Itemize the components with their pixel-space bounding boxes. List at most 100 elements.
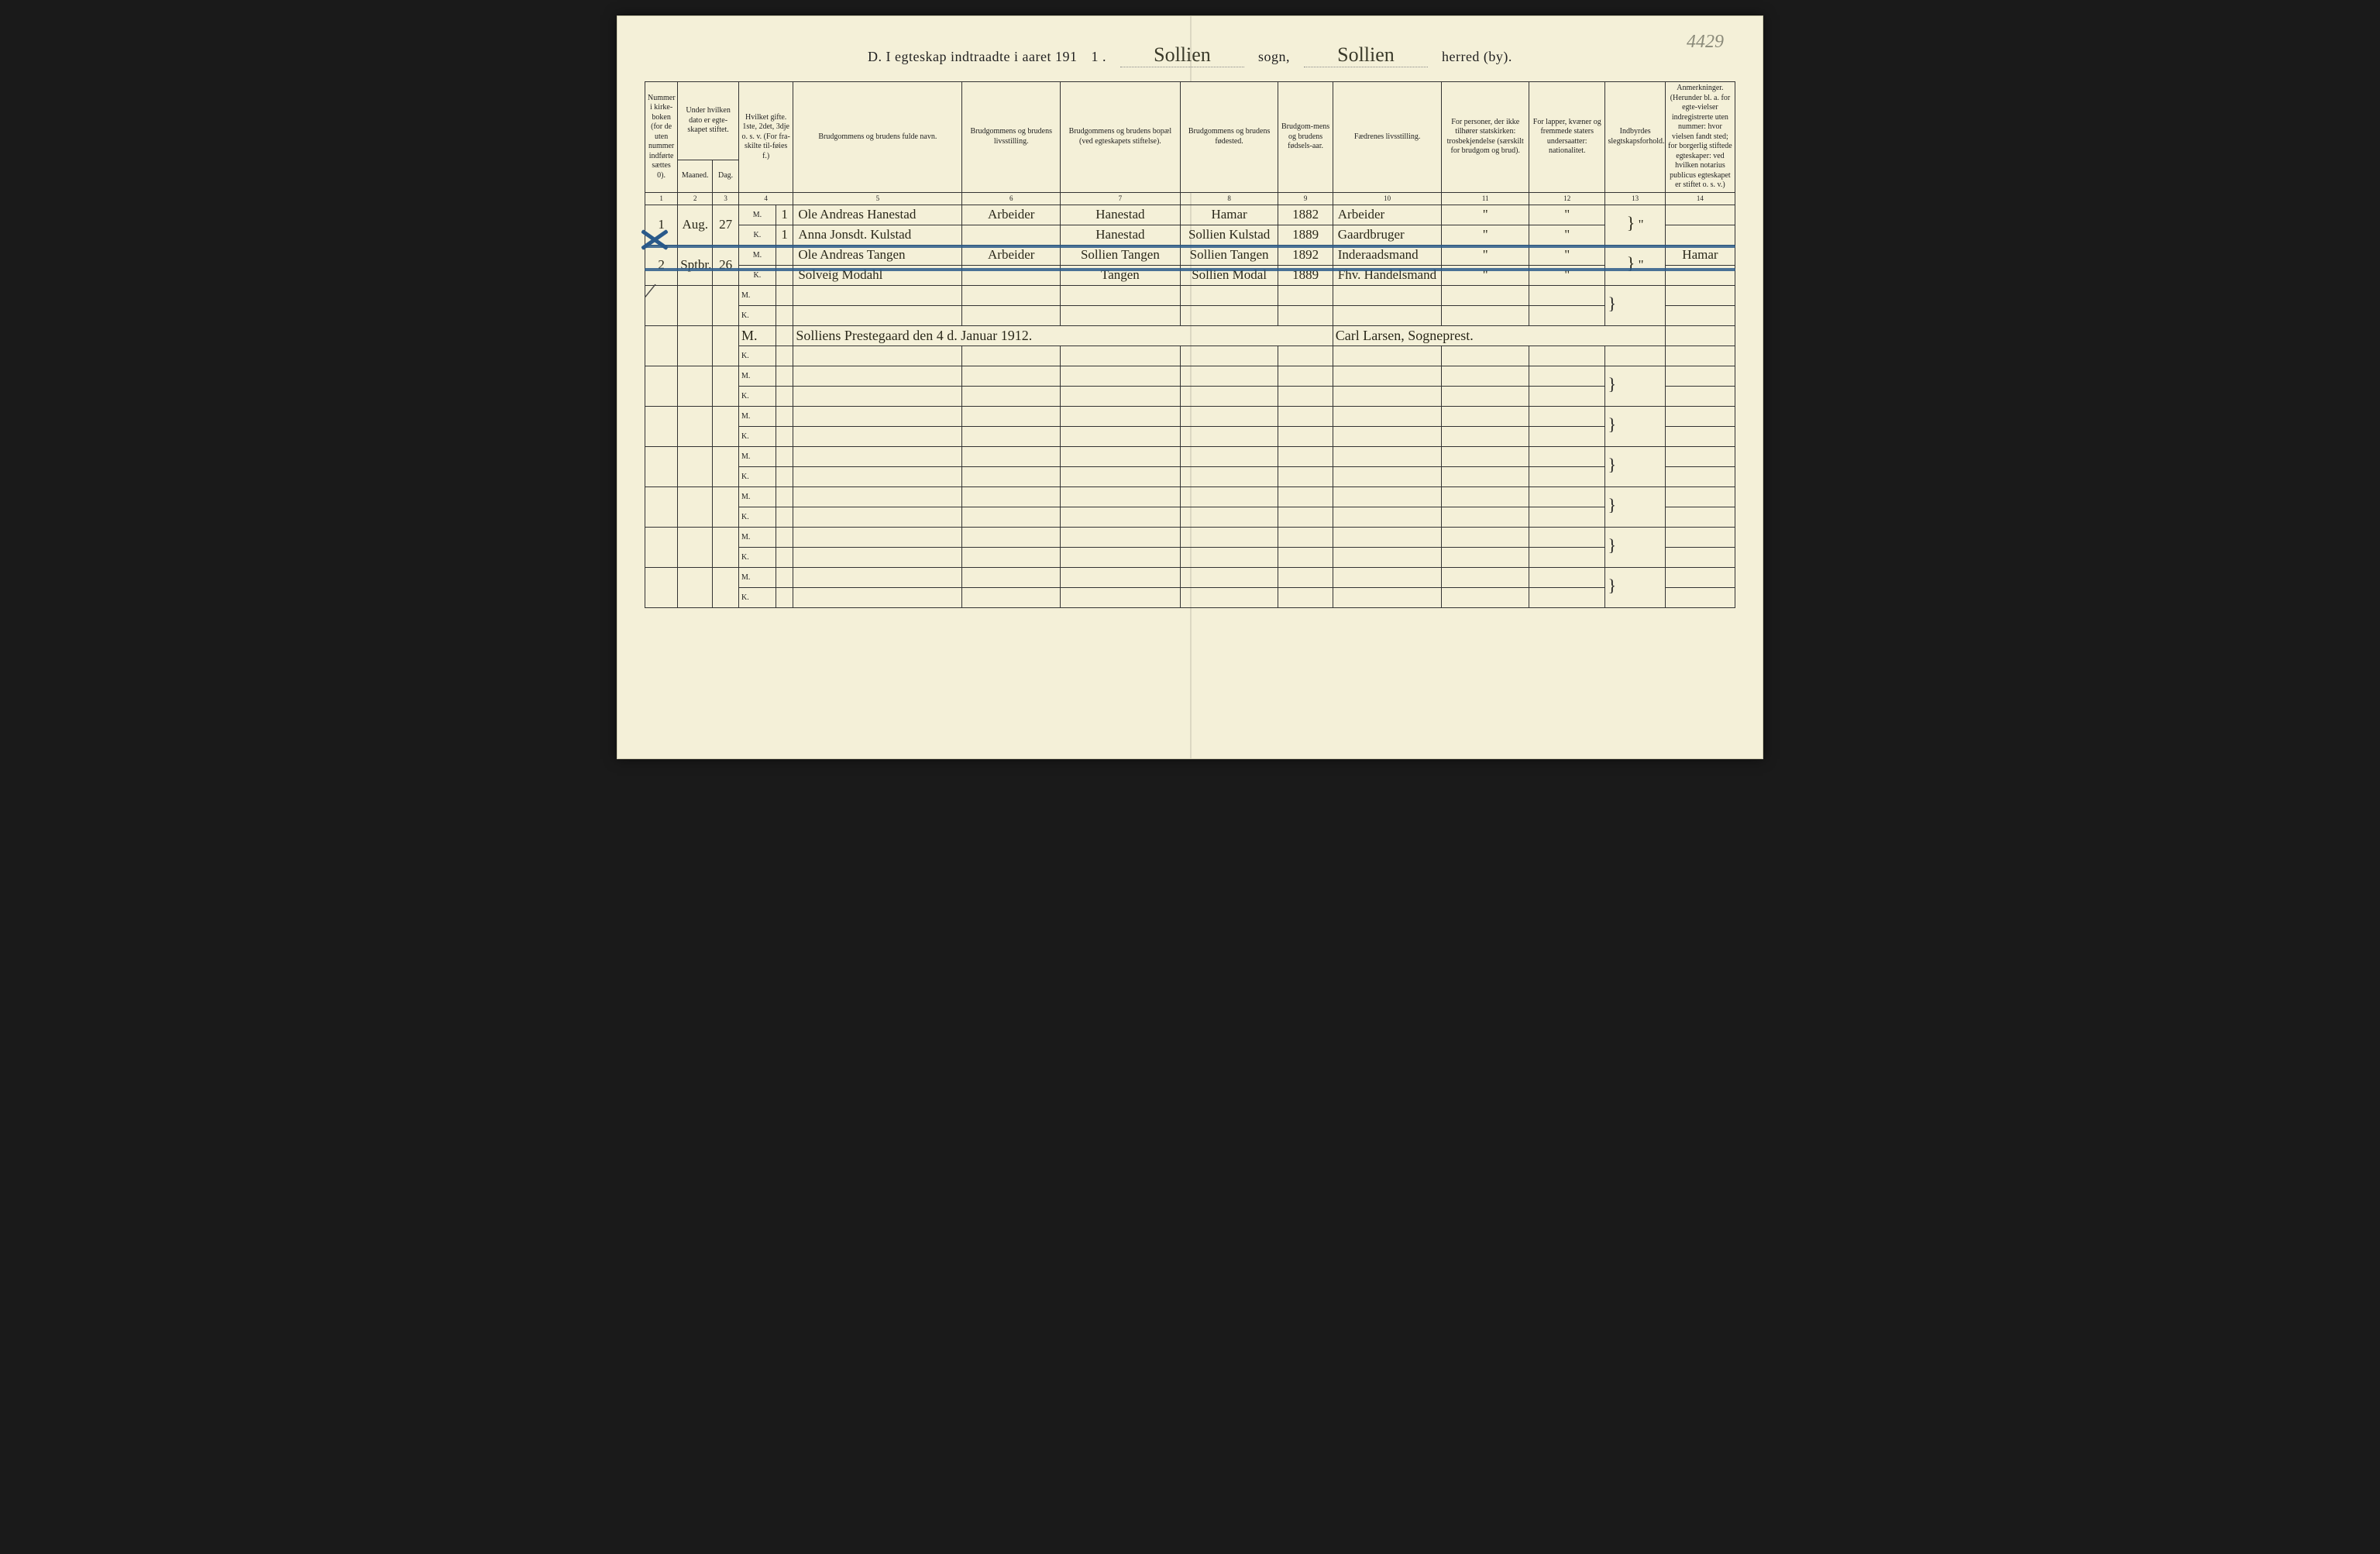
cell-mk: K. <box>738 346 776 366</box>
cell-mk: M. <box>738 567 776 587</box>
colnum: 8 <box>1180 192 1278 205</box>
cell-stilling <box>962 265 1061 285</box>
colnum: 7 <box>1061 192 1181 205</box>
cell-fodested: Sollien Modal <box>1180 265 1278 285</box>
cell-dag: 26 <box>713 245 739 285</box>
cell-c10: " <box>1442 265 1529 285</box>
colnum: 5 <box>793 192 962 205</box>
cell-faedre: Arbeider <box>1333 205 1442 225</box>
c12-val: " <box>1639 217 1644 232</box>
cell-bopael: Sollien Tangen <box>1061 245 1181 265</box>
brace-icon: } <box>1608 294 1616 313</box>
cell-aar: 1882 <box>1278 205 1333 225</box>
ledger-page: 4429 D. I egteskap indtraadte i aaret 19… <box>617 15 1763 759</box>
colnum: 6 <box>962 192 1061 205</box>
cell-mk: K. <box>738 466 776 486</box>
cell-maaned: Sptbr. <box>678 245 713 285</box>
signature-place-date: Solliens Prestegaard den 4 d. Januar 191… <box>793 325 1333 346</box>
hdr-dag: Dag. <box>713 160 739 192</box>
brace-icon: } <box>1608 495 1616 514</box>
hdr-col7: Brudgommens og brudens fødested. <box>1180 82 1278 193</box>
cell-mk: M. <box>738 366 776 386</box>
brace-icon: } <box>1608 535 1616 555</box>
cell-gifte: 1 <box>776 225 793 245</box>
crossout-mark-icon <box>639 224 670 255</box>
empty-row: M.} <box>645 366 1735 386</box>
cell-mk: M. <box>738 285 776 305</box>
colnum: 3 <box>713 192 739 205</box>
colnum: 14 <box>1665 192 1735 205</box>
cell-anm <box>1665 265 1735 285</box>
cell-mk: M. <box>738 205 776 225</box>
cell-gifte <box>776 265 793 285</box>
entry-row: K. Solveig Modahl Tangen Sollien Modal 1… <box>645 265 1735 285</box>
hdr-col3: Hvilket gifte. 1ste, 2det, 3dje o. s. v.… <box>738 82 793 193</box>
cell-gifte <box>776 245 793 265</box>
colnum: 2 <box>678 192 713 205</box>
cell-mk: K. <box>738 547 776 567</box>
hdr-col5: Brudgommens og brudens livsstilling. <box>962 82 1061 193</box>
table-body: 1 Aug. 27 M. 1 Ole Andreas Hanestad Arbe… <box>645 205 1735 607</box>
empty-row: K. <box>645 346 1735 366</box>
brace-icon: } <box>1608 374 1616 394</box>
cell-navn: Anna Jonsdt. Kulstad <box>793 225 962 245</box>
cell-gifte: 1 <box>776 205 793 225</box>
table-head: Nummer i kirke-boken (for de uten nummer… <box>645 82 1735 205</box>
cell-fodested: Sollien Tangen <box>1180 245 1278 265</box>
cell-mk: K. <box>738 305 776 325</box>
empty-row: K. <box>645 426 1735 446</box>
hdr-col2: Under hvilken dato er egte-skapet stifte… <box>678 82 739 160</box>
signature-row: M. Solliens Prestegaard den 4 d. Januar … <box>645 325 1735 346</box>
herred-value: Sollien <box>1304 43 1428 67</box>
cell-bopael: Tangen <box>1061 265 1181 285</box>
cell-mk: M. <box>738 527 776 547</box>
cell-navn: Ole Andreas Tangen <box>793 245 962 265</box>
cell-dag: 27 <box>713 205 739 245</box>
cell-c12: } " <box>1605 245 1665 285</box>
hdr-maaned: Maaned. <box>678 160 713 192</box>
cell-maaned: Aug. <box>678 205 713 245</box>
cell-faedre: Fhv. Handelsmand <box>1333 265 1442 285</box>
hdr-col6: Brudgommens og brudens bopæl (ved egtesk… <box>1061 82 1181 193</box>
herred-label: herred (by). <box>1442 49 1512 65</box>
cell-c11: " <box>1529 265 1605 285</box>
brace-icon: } <box>1608 455 1616 474</box>
empty-row: K. <box>645 547 1735 567</box>
colnum: 13 <box>1605 192 1665 205</box>
cell-c10: " <box>1442 225 1529 245</box>
cell-c12: } " <box>1605 205 1665 245</box>
cell-c11: " <box>1529 245 1605 265</box>
empty-row: K. <box>645 386 1735 406</box>
cell-navn: Ole Andreas Hanestad <box>793 205 962 225</box>
title-year-suffix: 1 . <box>1091 49 1106 65</box>
cell-bopael: Hanestad <box>1061 205 1181 225</box>
cell-mk: M. <box>738 245 776 265</box>
table-wrap: Nummer i kirke-boken (for de uten nummer… <box>645 81 1735 608</box>
cell-navn: Solveig Modahl <box>793 265 962 285</box>
empty-row: K. <box>645 507 1735 527</box>
cell-mk: K. <box>738 507 776 527</box>
colnum: 11 <box>1442 192 1529 205</box>
empty-row: M.} <box>645 486 1735 507</box>
cell-mk: K. <box>738 426 776 446</box>
cell-faedre: Gaardbruger <box>1333 225 1442 245</box>
c12-val: " <box>1639 257 1644 272</box>
hdr-col8: Brudgom-mens og brudens fødsels-aar. <box>1278 82 1333 193</box>
empty-row: K. <box>645 587 1735 607</box>
cell-c11: " <box>1529 225 1605 245</box>
empty-row: K. <box>645 466 1735 486</box>
column-numbers-row: 1 2 3 4 5 6 7 8 9 10 11 12 13 14 <box>645 192 1735 205</box>
cell-aar: 1892 <box>1278 245 1333 265</box>
cell-c10: " <box>1442 205 1529 225</box>
empty-row: M.} <box>645 406 1735 426</box>
cell-aar: 1889 <box>1278 225 1333 245</box>
cell-stilling: Arbeider <box>962 205 1061 225</box>
cell-mk: M. <box>738 325 776 346</box>
hdr-col11: For lapper, kvæner og fremmede staters u… <box>1529 82 1605 193</box>
cell-mk: M. <box>738 486 776 507</box>
cell-c10: " <box>1442 245 1529 265</box>
cell-anm <box>1665 205 1735 225</box>
cell-stilling <box>962 225 1061 245</box>
cell-mk: K. <box>738 386 776 406</box>
cell-mk: M. <box>738 446 776 466</box>
